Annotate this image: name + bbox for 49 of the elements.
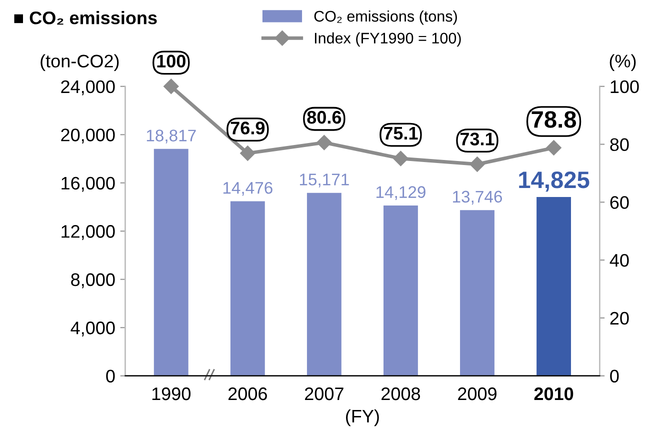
bar: [154, 148, 188, 376]
x-tick-label: 2008: [382, 387, 420, 400]
point: [316, 134, 332, 150]
x-tick-label: 2007: [305, 387, 344, 400]
point: [470, 156, 485, 172]
y-axis-title: (ton-CO2): [40, 54, 119, 72]
point: [393, 150, 408, 166]
y2-tick-label: 60: [610, 196, 629, 209]
data-label: 75.1: [384, 127, 418, 140]
y2-axis-title: (%): [610, 54, 636, 72]
y-tick-label: 0: [106, 370, 115, 383]
bar: [460, 210, 494, 376]
data-label: 80.6: [307, 110, 342, 124]
bar: [536, 197, 571, 376]
y-tick-label: 12,000: [62, 225, 115, 240]
x-tick-label: 1990: [152, 387, 191, 400]
x-axis-title: (FY): [346, 409, 379, 426]
data-label: 76.9: [230, 122, 265, 134]
legend-label: Index (FY1990 = 100): [314, 32, 461, 47]
y2-tick-label: 20: [610, 312, 629, 325]
data-label: 73.1: [460, 132, 494, 146]
point: [240, 146, 256, 161]
data-label: 14,825: [519, 171, 590, 192]
data-label: 100: [157, 54, 186, 68]
point: [546, 140, 562, 156]
point: [164, 78, 179, 94]
y-tick-label: 8,000: [71, 273, 115, 288]
y-tick-label: 24,000: [61, 80, 115, 96]
y2-tick-label: 0: [610, 370, 619, 383]
y2-tick-label: 40: [610, 254, 629, 267]
data-label: 18,817: [146, 130, 196, 144]
x-tick-label: 2010: [534, 387, 574, 400]
y-tick-label: 20,000: [61, 128, 115, 144]
data-label: 14,476: [223, 182, 272, 196]
y-tick-label: 4,000: [70, 322, 115, 336]
data-label: 13,746: [453, 190, 502, 205]
chart-title: ■ CO₂ emissions: [14, 11, 157, 25]
bar: [306, 192, 342, 376]
x-tick-label: 2009: [458, 387, 496, 400]
data-label: 78.8: [532, 111, 576, 128]
data-label: 14,129: [376, 186, 426, 200]
y2-tick-label: 80: [610, 138, 629, 152]
legend-label: CO₂ emissions (tons): [314, 10, 457, 25]
y2-tick-label: 100: [610, 80, 639, 94]
bar: [383, 205, 418, 376]
bar: [230, 201, 265, 376]
data-label: 15,171: [300, 174, 349, 188]
x-tick-label: 2006: [228, 387, 267, 400]
y-tick-label: 16,000: [62, 176, 115, 192]
